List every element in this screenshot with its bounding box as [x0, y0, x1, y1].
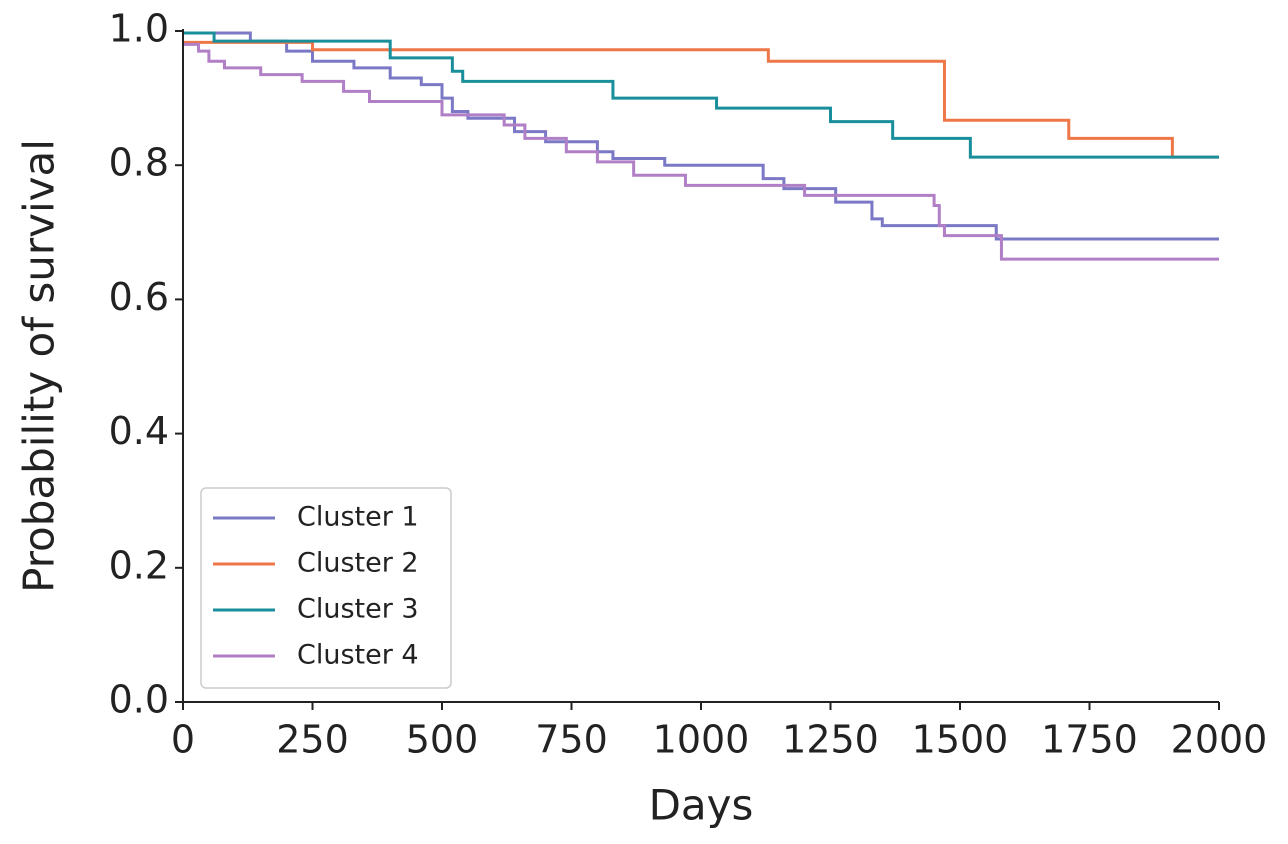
survival-line	[183, 31, 1219, 241]
legend: Cluster 1 Cluster 2 Cluster 3 Cluster 4	[200, 487, 452, 689]
survival-line	[183, 40, 1219, 159]
x-tick-label: 500	[406, 718, 479, 762]
x-tick-label: 250	[276, 718, 349, 762]
y-axis-label: Probability of survival	[15, 139, 64, 593]
x-tick-label: 0	[171, 718, 195, 762]
legend-label: Cluster 3	[297, 594, 419, 625]
y-tick-label: 0.2	[109, 543, 169, 587]
y-tick-label: 1.0	[109, 7, 169, 51]
x-tick-label: 1500	[912, 718, 1009, 762]
x-tick-label: 750	[535, 718, 608, 762]
survival-line	[183, 31, 1219, 159]
x-tick-label: 1000	[653, 718, 750, 762]
y-tick-label: 0.4	[109, 409, 169, 453]
y-tick-label: 0.0	[109, 678, 169, 722]
y-tick-label: 0.6	[109, 275, 169, 319]
x-axis-label: Days	[649, 781, 754, 830]
legend-box	[200, 487, 452, 689]
survival-line	[183, 42, 1219, 261]
x-tick-label: 2000	[1171, 718, 1268, 762]
legend-label: Cluster 2	[297, 548, 419, 579]
legend-label: Cluster 4	[297, 640, 419, 671]
y-tick-label: 0.8	[109, 141, 169, 185]
legend-label: Cluster 1	[297, 502, 419, 533]
x-tick-label: 1750	[1041, 718, 1138, 762]
x-tick-label: 1250	[782, 718, 879, 762]
